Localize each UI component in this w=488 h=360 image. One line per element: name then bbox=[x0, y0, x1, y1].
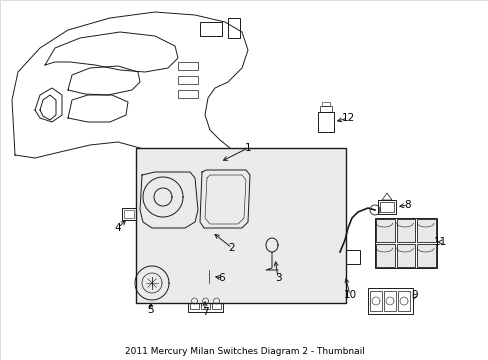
Bar bbox=[190, 293, 199, 309]
Bar bbox=[375, 244, 394, 267]
Text: 11: 11 bbox=[432, 237, 446, 247]
Text: 7: 7 bbox=[201, 307, 208, 317]
Bar bbox=[383, 291, 395, 311]
Bar bbox=[200, 270, 218, 283]
Bar bbox=[321, 102, 329, 106]
Bar bbox=[367, 288, 412, 314]
Bar bbox=[416, 219, 435, 242]
Bar bbox=[227, 18, 240, 38]
Text: 2011 Mercury Milan Switches Diagram 2 - Thumbnail: 2011 Mercury Milan Switches Diagram 2 - … bbox=[124, 347, 364, 356]
Bar bbox=[317, 112, 333, 132]
Bar bbox=[397, 291, 409, 311]
Bar bbox=[369, 291, 381, 311]
Bar bbox=[212, 293, 221, 309]
Bar bbox=[396, 219, 414, 242]
Bar bbox=[201, 293, 209, 309]
Text: 8: 8 bbox=[404, 200, 410, 210]
Bar bbox=[416, 244, 435, 267]
Bar bbox=[187, 290, 223, 312]
Bar bbox=[377, 200, 395, 214]
Bar bbox=[396, 244, 414, 267]
Text: 3: 3 bbox=[274, 273, 281, 283]
Text: 12: 12 bbox=[341, 113, 354, 123]
Text: 2: 2 bbox=[228, 243, 235, 253]
Bar bbox=[178, 62, 198, 70]
Bar bbox=[178, 76, 198, 84]
Text: 6: 6 bbox=[218, 273, 225, 283]
Bar bbox=[375, 219, 394, 242]
Bar bbox=[374, 218, 436, 268]
Text: 5: 5 bbox=[146, 305, 153, 315]
Bar bbox=[122, 208, 136, 220]
Text: 9: 9 bbox=[411, 290, 417, 300]
Bar bbox=[379, 202, 393, 212]
Bar bbox=[178, 90, 198, 98]
Bar bbox=[200, 22, 222, 36]
Bar bbox=[124, 210, 134, 218]
Bar bbox=[136, 148, 346, 303]
Bar bbox=[319, 106, 331, 112]
Text: 1: 1 bbox=[244, 143, 251, 153]
Text: 10: 10 bbox=[343, 290, 356, 300]
Text: 4: 4 bbox=[115, 223, 121, 233]
Bar bbox=[339, 250, 359, 264]
